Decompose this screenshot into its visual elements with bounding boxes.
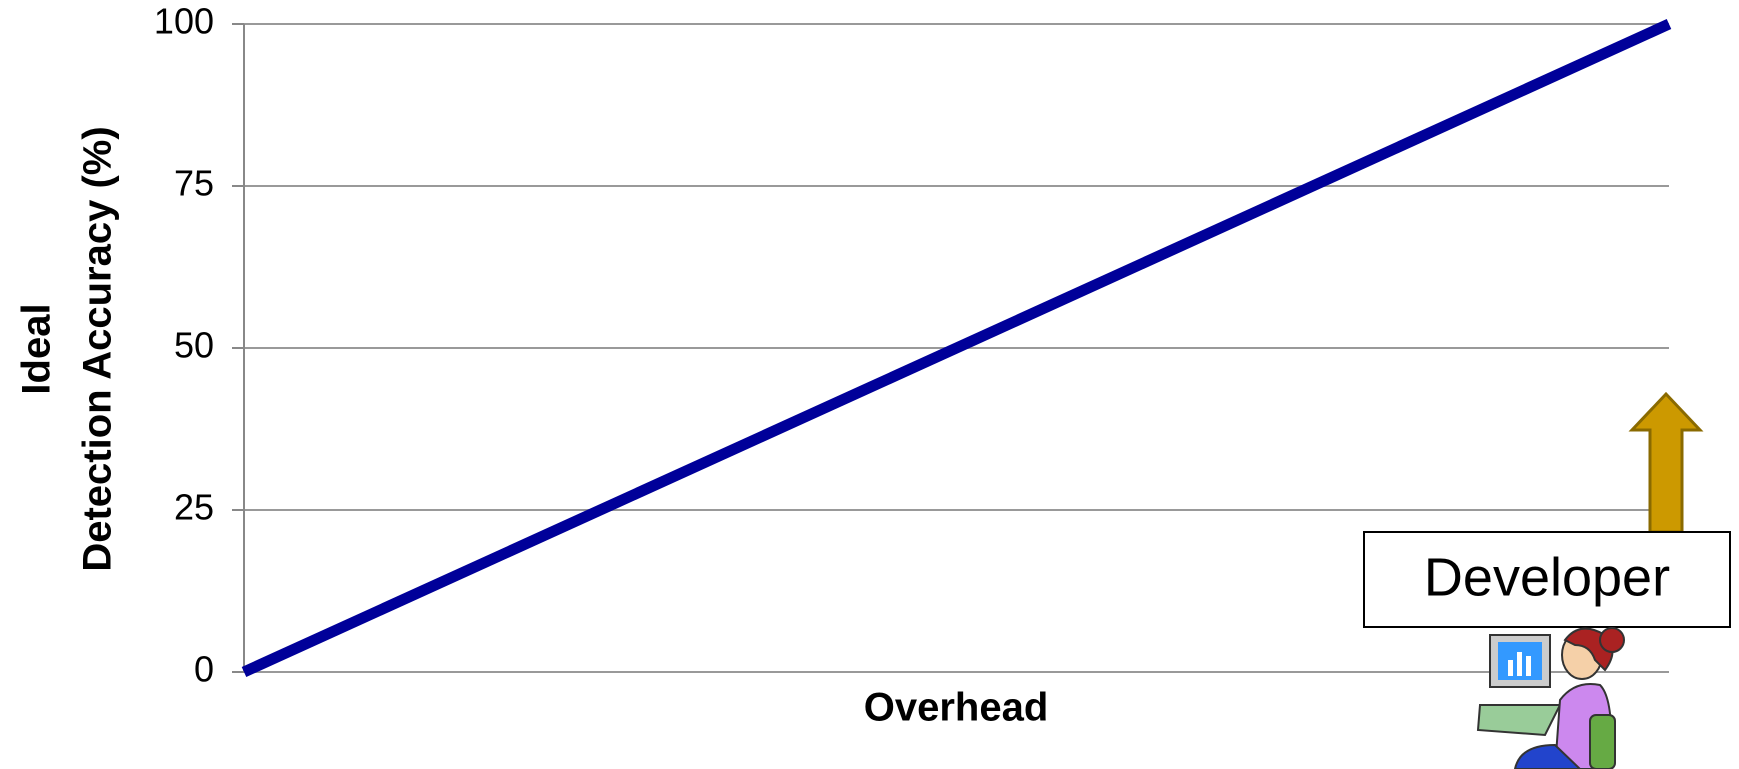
arrow (1628, 391, 1704, 534)
y-tick-label: 0 (194, 649, 214, 690)
y-axis-title: Ideal (15, 303, 59, 394)
annotation: Developer (1424, 547, 1670, 607)
y-tick-label: 100 (154, 1, 214, 42)
annotation-box (1363, 531, 1731, 628)
developer-icon (1476, 627, 1625, 769)
y-tick-label: 75 (174, 163, 214, 204)
x-axis-title: Overhead (864, 686, 1049, 730)
y-axis-title: Detection Accuracy (%) (76, 126, 120, 571)
y-tick-label: 50 (174, 325, 214, 366)
y-tick-label: 25 (174, 487, 214, 528)
line (241, 18, 1672, 678)
